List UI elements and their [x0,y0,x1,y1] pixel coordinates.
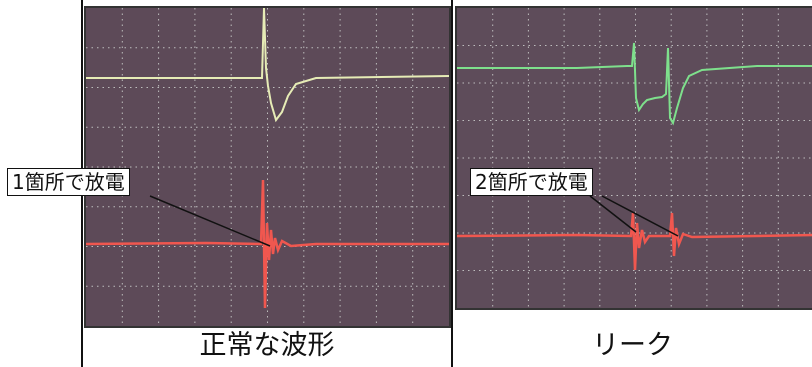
leak-waveform-scope [455,6,812,310]
scope-grid [86,8,449,326]
annotation-label-right: 2箇所で放電 [470,168,593,196]
scope-grid [457,8,812,308]
leak-waveform-display [457,8,812,308]
annotation-label-left: 1箇所で放電 [7,168,130,196]
upper-trace [86,8,449,123]
normal-waveform-display [86,8,449,326]
normal-waveform-scope [84,6,451,328]
middle-panel-border [451,0,453,367]
normal-waveform-caption: 正常な波形 [199,330,335,361]
leak-caption: リーク [592,330,673,361]
upper-trace [457,42,812,126]
